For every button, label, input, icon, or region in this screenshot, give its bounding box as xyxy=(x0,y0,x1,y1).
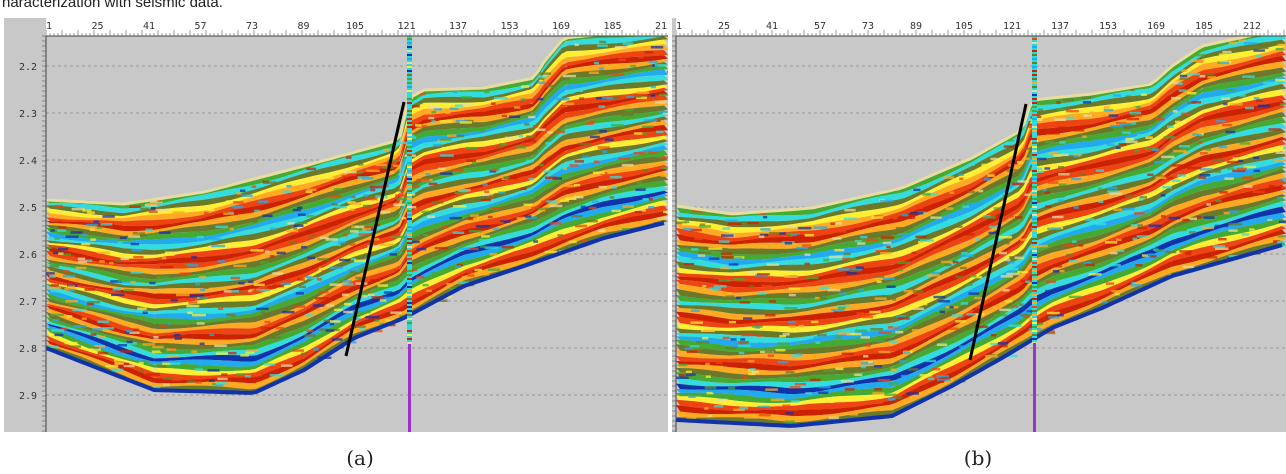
trace-tick-label: 105 xyxy=(955,21,973,32)
trace-tick-label: 25 xyxy=(718,21,730,32)
trace-tick-label: 137 xyxy=(1051,21,1069,32)
well-log xyxy=(1032,28,1037,432)
time-tick-label: 2.6 xyxy=(19,250,37,261)
figure-caption: haracterization with seismic data. xyxy=(2,0,223,11)
time-tick-label: 2.5 xyxy=(19,203,37,214)
well-log xyxy=(407,28,412,432)
fault-line xyxy=(968,103,1028,361)
trace-tick-label: 41 xyxy=(766,21,778,32)
time-tick-label: 2.4 xyxy=(19,156,37,167)
time-tick-label: 2.2 xyxy=(19,62,37,73)
trace-tick-label: 212 xyxy=(1243,21,1261,32)
trace-tick-label: 185 xyxy=(1195,21,1213,32)
trace-tick-label: 73 xyxy=(246,21,258,32)
trace-tick-label: 41 xyxy=(143,21,155,32)
trace-tick-label: 1 xyxy=(676,21,682,32)
trace-tick-label: 212 xyxy=(655,21,668,32)
seismic-panel-a: 1 25 41 57 73 89 105 121 137 153 169 185 212 2.2 2.3 2.… xyxy=(4,18,668,432)
seismic-panel-b: 125415773891051211371531691852122.22.32.… xyxy=(672,18,1286,432)
seismic-section-a: 1 25 41 57 73 89 105 121 137 153 169 185 212 2.2 2.3 2.… xyxy=(4,18,668,432)
trace-tick-label: 185 xyxy=(603,21,621,32)
trace-tick-label: 57 xyxy=(814,21,826,32)
fault-line xyxy=(344,101,406,357)
panel-b-label: (b) xyxy=(963,446,993,470)
trace-tick-label: 169 xyxy=(552,21,570,32)
time-tick-label: 2.3 xyxy=(19,109,37,120)
trace-tick-label: 25 xyxy=(91,21,103,32)
trace-tick-label: 153 xyxy=(500,21,518,32)
trace-tick-label: 105 xyxy=(346,21,364,32)
time-tick-label: 2.8 xyxy=(19,344,37,355)
trace-tick-label: 169 xyxy=(1147,21,1165,32)
trace-tick-label: 89 xyxy=(910,21,922,32)
time-tick-label: 2.9 xyxy=(19,391,37,402)
trace-tick-label: 121 xyxy=(1003,21,1021,32)
trace-tick-label: 57 xyxy=(194,21,206,32)
trace-tick-label: 73 xyxy=(862,21,874,32)
trace-tick-label: 121 xyxy=(397,21,415,32)
trace-tick-label: 153 xyxy=(1099,21,1117,32)
seismic-section-b: 125415773891051211371531691852122.22.32.… xyxy=(672,18,1286,432)
trace-tick-label: 89 xyxy=(297,21,309,32)
time-tick-label: 2.7 xyxy=(19,297,37,308)
trace-tick-label: 137 xyxy=(449,21,467,32)
trace-tick-label: 1 xyxy=(46,21,52,32)
panel-a-label: (a) xyxy=(346,446,374,470)
